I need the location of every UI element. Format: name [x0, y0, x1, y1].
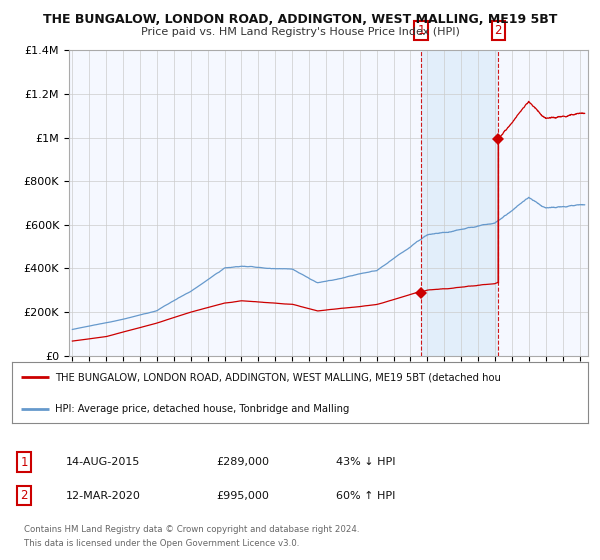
Text: Price paid vs. HM Land Registry's House Price Index (HPI): Price paid vs. HM Land Registry's House …	[140, 27, 460, 37]
Text: 12-MAR-2020: 12-MAR-2020	[66, 491, 141, 501]
Text: 1: 1	[20, 455, 28, 469]
Text: 14-AUG-2015: 14-AUG-2015	[66, 457, 140, 467]
Text: £289,000: £289,000	[216, 457, 269, 467]
Text: 2: 2	[20, 489, 28, 502]
Text: 1: 1	[417, 24, 425, 36]
Text: 60% ↑ HPI: 60% ↑ HPI	[336, 491, 395, 501]
Text: 2: 2	[494, 24, 502, 36]
Text: Contains HM Land Registry data © Crown copyright and database right 2024.: Contains HM Land Registry data © Crown c…	[24, 525, 359, 534]
Text: THE BUNGALOW, LONDON ROAD, ADDINGTON, WEST MALLING, ME19 5BT: THE BUNGALOW, LONDON ROAD, ADDINGTON, WE…	[43, 13, 557, 26]
Text: £995,000: £995,000	[216, 491, 269, 501]
Text: 43% ↓ HPI: 43% ↓ HPI	[336, 457, 395, 467]
Text: HPI: Average price, detached house, Tonbridge and Malling: HPI: Average price, detached house, Tonb…	[55, 404, 350, 414]
Text: This data is licensed under the Open Government Licence v3.0.: This data is licensed under the Open Gov…	[24, 539, 299, 548]
Text: THE BUNGALOW, LONDON ROAD, ADDINGTON, WEST MALLING, ME19 5BT (detached hou: THE BUNGALOW, LONDON ROAD, ADDINGTON, WE…	[55, 372, 501, 382]
Bar	[421, 50, 498, 356]
